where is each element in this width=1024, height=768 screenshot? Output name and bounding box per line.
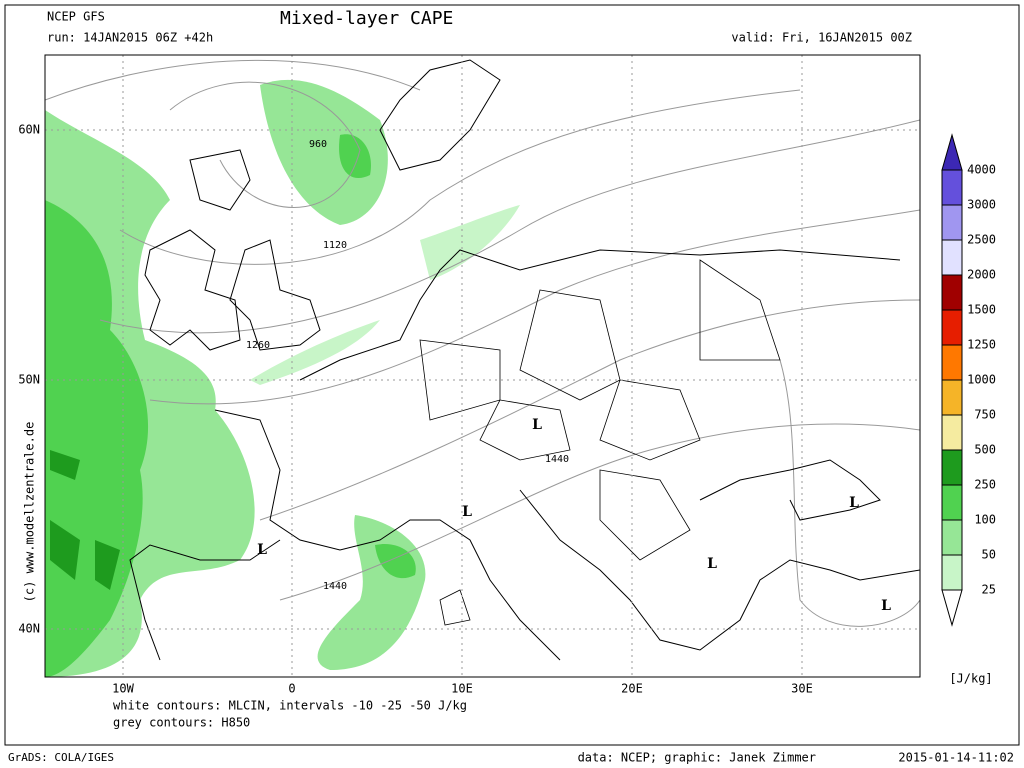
legend-unit: [J/kg]	[949, 672, 992, 686]
colorbar-label: 1500	[967, 303, 996, 317]
cape-area	[339, 134, 371, 179]
footer-right: 2015-01-14-11:02	[898, 751, 1014, 765]
colorbar-label: 100	[974, 513, 996, 527]
colorbar-label: 1000	[967, 373, 996, 387]
colorbar-label: 3000	[967, 198, 996, 212]
model: NCEP GFS	[47, 10, 105, 24]
colorbar-box	[941, 379, 963, 416]
colorbar-box	[941, 344, 963, 381]
colorbar-box	[941, 239, 963, 276]
lon-label: 0	[288, 682, 295, 696]
credit: (c) www.modellzentrale.de	[23, 422, 37, 603]
colorbar-box	[941, 274, 963, 311]
run: run: 14JAN2015 06Z +42h	[47, 31, 213, 45]
outer-frame	[4, 4, 1020, 746]
contour-label: 1440	[545, 454, 569, 465]
colorbar-label: 50	[982, 548, 996, 562]
contour-label: 1120	[323, 240, 347, 251]
footer-center: data: NCEP; graphic: Janek Zimmer	[578, 751, 816, 765]
cape-area	[50, 450, 120, 590]
low-marker: L	[707, 556, 717, 572]
note: white contours: MLCIN, intervals -10 -25…	[113, 699, 467, 713]
colorbar-box	[941, 309, 963, 346]
coastline	[129, 59, 920, 661]
colorbar-label: 750	[974, 408, 996, 422]
colorbar-label: 25	[982, 583, 996, 597]
lat-label: 40N	[18, 622, 40, 636]
colorbar-label: 4000	[967, 163, 996, 177]
colorbar-label: 500	[974, 443, 996, 457]
colorbar-box	[941, 484, 963, 521]
low-marker: L	[849, 495, 859, 511]
colorbar: 4000 3000 2500 2000 1500 1250 1000 750 500 250 100…	[941, 133, 996, 627]
colorbar-label: 2000	[967, 268, 996, 282]
lon-label: 10E	[451, 682, 473, 696]
contour-label: 1440	[323, 581, 347, 592]
low-marker: L	[532, 417, 542, 433]
colorbar-box	[941, 449, 963, 486]
low-marker: L	[881, 598, 891, 614]
valid: valid: Fri, 16JAN2015 00Z	[731, 31, 912, 45]
border	[419, 259, 781, 626]
map: 960 1120 1260 1440 1440 L L L L L L	[44, 54, 921, 678]
footer-left: GrADS: COLA/IGES	[8, 751, 114, 764]
low-marker: L	[462, 504, 472, 520]
map-frame	[44, 54, 921, 678]
colorbar-box	[941, 554, 963, 591]
cape-area	[250, 205, 520, 385]
colorbar-triangle	[941, 589, 963, 627]
contour-label: 1260	[246, 340, 270, 351]
low-marker: L	[257, 542, 267, 558]
colorbar-box	[941, 204, 963, 241]
colorbar-label: 1250	[967, 338, 996, 352]
lat-label: 60N	[18, 123, 40, 137]
colorbar-box	[941, 519, 963, 556]
lon-label: 20E	[621, 682, 643, 696]
cape-area	[375, 544, 416, 579]
note: grey contours: H850	[113, 716, 250, 730]
colorbar-box	[941, 414, 963, 451]
lat-label: 50N	[18, 373, 40, 387]
lon-label: 30E	[791, 682, 813, 696]
contour-label: 960	[309, 139, 327, 150]
title: Mixed-layer CAPE	[280, 8, 453, 29]
height-contour	[45, 59, 920, 627]
lon-label: 10W	[112, 682, 134, 696]
colorbar-label: 2500	[967, 233, 996, 247]
colorbar-label: 250	[974, 478, 996, 492]
colorbar-box	[941, 169, 963, 206]
